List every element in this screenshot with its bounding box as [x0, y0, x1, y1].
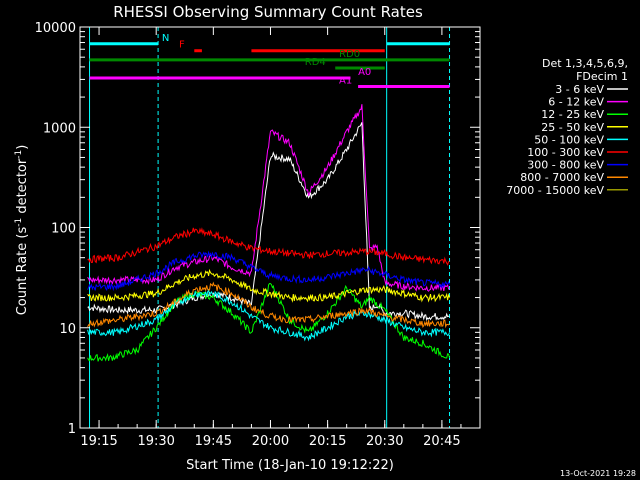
legend-header-line-1: Det 1,3,4,5,6,9,: [542, 57, 628, 70]
legend-entry-label: 7000 - 15000 keV: [506, 184, 604, 197]
series-line: [87, 288, 450, 342]
x-axis-label: Start Time (18-Jan-10 19:12:22): [186, 458, 394, 473]
series-line: [87, 282, 450, 362]
legend-entry-label: 100 - 300 keV: [527, 146, 604, 159]
x-tick-label: 20:30: [366, 434, 403, 449]
flag-label: A0: [358, 67, 371, 78]
flag-label: N: [162, 33, 169, 44]
timestamp: 13-Oct-2021 19:28: [560, 469, 636, 478]
series-lines: [87, 104, 450, 362]
flag-label: F: [179, 40, 185, 51]
series-line: [87, 281, 450, 329]
chart-title: RHESSI Observing Summary Count Rates: [113, 3, 423, 21]
legend-header-line-2: FDecim 1: [576, 70, 628, 83]
x-tick-label: 20:15: [309, 434, 346, 449]
x-tick-label: 19:15: [80, 434, 117, 449]
series-line: [87, 104, 450, 292]
series-line: [87, 268, 450, 303]
y-tick-label: 1: [68, 422, 76, 437]
series-line: [87, 227, 450, 266]
flag-label: RD4: [305, 57, 326, 68]
y-tick-label: 10000: [35, 21, 76, 36]
x-tick-label: 19:30: [137, 434, 174, 449]
flag-label: A1: [339, 75, 352, 86]
legend-entry-label: 50 - 100 keV: [534, 133, 604, 146]
y-tick-label: 100: [51, 222, 76, 237]
legend-entry-label: 300 - 800 keV: [527, 159, 604, 172]
x-tick-label: 19:45: [195, 434, 232, 449]
legend-entry-label: 3 - 6 keV: [555, 83, 604, 96]
y-tick-label: 1000: [43, 121, 76, 136]
x-tick-label: 20:45: [423, 434, 460, 449]
x-tick-label: 20:00: [252, 434, 289, 449]
legend-entry-label: 12 - 25 keV: [541, 108, 604, 121]
axes: 1 10 100 1000 10000 19:15 19:30 19:45 20:00 20:15…: [35, 21, 481, 449]
y-tick-label: 10: [59, 322, 76, 337]
flag-label: RD0: [339, 49, 360, 60]
flag-bars: NF RD0 RD4 A0 A1: [89, 33, 450, 88]
series-line: [87, 250, 450, 292]
legend-entry-label: 6 - 12 keV: [548, 96, 604, 109]
y-axis-label: Count Rate (s-1 detector-1): [14, 145, 30, 316]
legend-entry-label: 800 - 7000 keV: [520, 171, 604, 184]
legend-entry-label: 25 - 50 keV: [541, 121, 604, 134]
